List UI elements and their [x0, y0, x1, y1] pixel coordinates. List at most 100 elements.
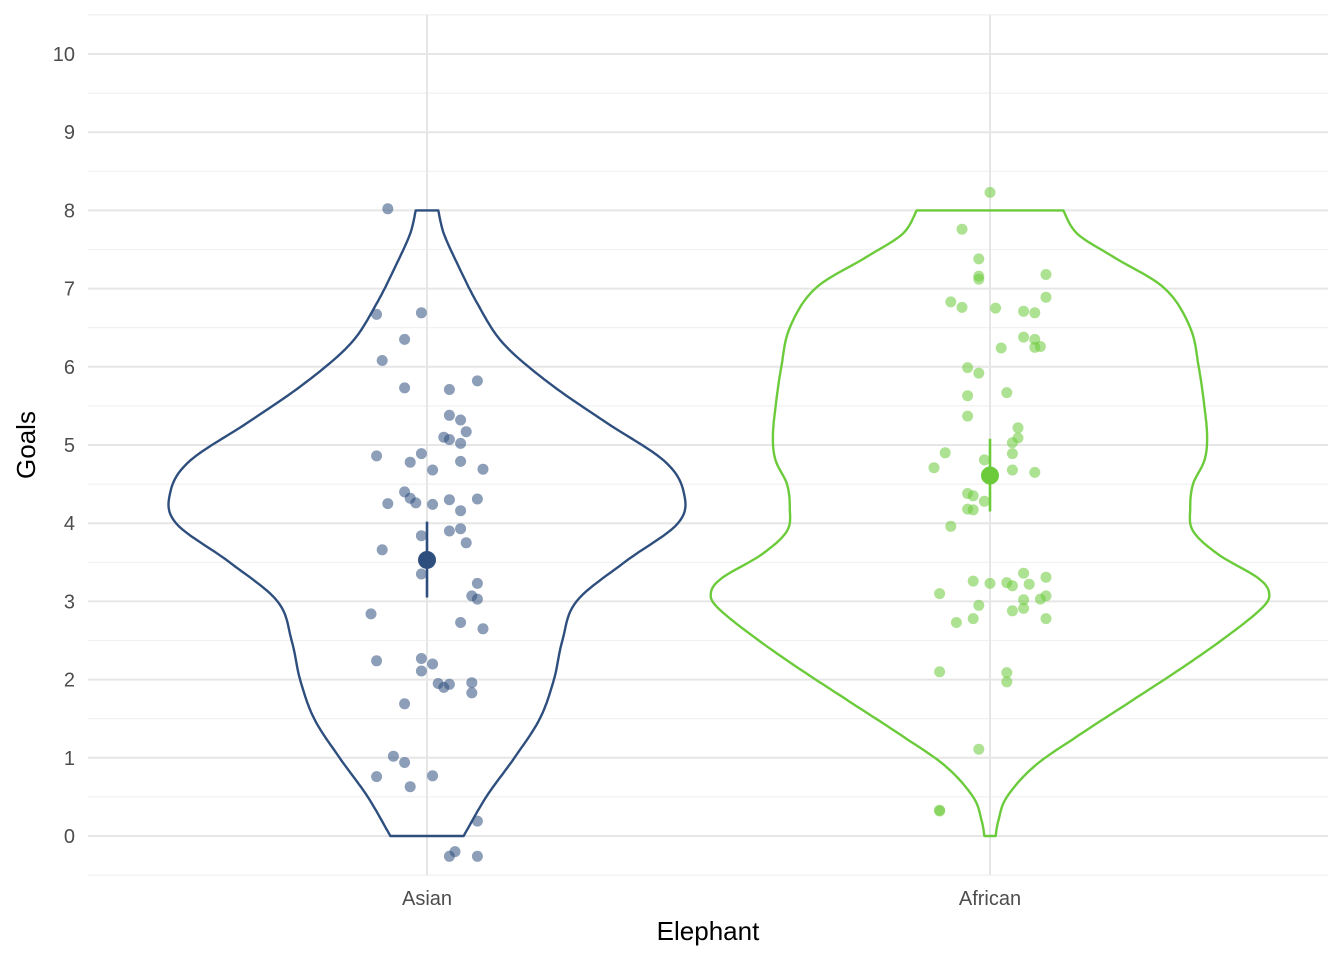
x-tick-label: African	[959, 888, 1021, 910]
data-point	[415, 653, 427, 664]
data-point	[1023, 578, 1035, 590]
data-point	[973, 367, 985, 379]
data-point	[956, 301, 968, 313]
data-point	[376, 355, 388, 366]
data-point	[471, 577, 483, 589]
y-tick-label: 5	[64, 435, 75, 457]
data-point	[1040, 590, 1052, 602]
data-point	[371, 308, 383, 320]
data-point	[962, 362, 974, 374]
data-point	[404, 456, 416, 468]
x-tick-labels: Asian African	[402, 888, 1021, 910]
data-point	[973, 599, 985, 611]
data-point	[460, 426, 472, 438]
data-point	[427, 498, 439, 510]
data-point	[1040, 269, 1052, 280]
data-point	[477, 463, 489, 475]
data-point	[962, 410, 974, 422]
mean-point	[981, 466, 999, 485]
data-point	[455, 523, 467, 535]
data-point	[984, 577, 996, 589]
data-point	[1018, 305, 1030, 317]
jitter-points	[365, 186, 1052, 862]
data-point	[399, 382, 411, 394]
data-point	[990, 302, 1002, 314]
data-point	[443, 434, 455, 445]
data-point	[371, 655, 383, 667]
data-point	[928, 462, 940, 474]
data-point	[967, 490, 979, 502]
data-point	[455, 505, 467, 517]
data-point	[962, 503, 974, 515]
minor-gridlines	[88, 14, 1328, 876]
mean-point	[418, 550, 436, 569]
data-point	[471, 375, 483, 387]
data-point	[399, 698, 411, 710]
data-point	[1040, 291, 1052, 303]
data-point	[1029, 466, 1041, 478]
data-point	[1001, 667, 1013, 679]
data-point	[443, 678, 455, 690]
y-tick-label: 0	[64, 826, 75, 848]
violins	[167, 209, 1271, 838]
data-point	[471, 850, 483, 862]
data-point	[984, 186, 996, 198]
data-point	[1012, 422, 1024, 434]
data-point	[455, 455, 467, 467]
data-point	[973, 253, 985, 265]
data-point	[973, 273, 985, 285]
data-point	[410, 497, 422, 509]
data-point	[967, 613, 979, 625]
data-point	[415, 568, 427, 580]
data-point	[466, 677, 478, 689]
data-point	[471, 493, 483, 505]
data-point	[1034, 341, 1046, 352]
data-point	[934, 666, 946, 678]
data-point	[443, 850, 455, 862]
data-point	[382, 203, 394, 215]
data-point	[950, 617, 962, 628]
data-point	[934, 804, 946, 816]
data-point	[376, 544, 388, 556]
data-point	[1006, 437, 1018, 449]
data-point	[399, 333, 411, 345]
data-point	[455, 437, 467, 449]
data-point	[471, 593, 483, 605]
y-tick-label: 6	[64, 357, 75, 379]
y-tick-labels: 0 1 2 3 4 5 6 7 8 9 10	[53, 44, 75, 848]
data-point	[415, 307, 427, 319]
y-tick-label: 8	[64, 200, 75, 222]
data-point	[471, 815, 483, 827]
data-point	[455, 414, 467, 426]
y-tick-label: 9	[64, 122, 75, 144]
data-point	[371, 450, 383, 462]
data-point	[978, 495, 990, 507]
data-point	[443, 409, 455, 421]
data-point	[967, 575, 979, 587]
data-point	[466, 687, 478, 699]
data-point	[1018, 602, 1030, 614]
data-point	[460, 537, 472, 549]
y-tick-label: 3	[64, 591, 75, 613]
x-axis-title: Elephant	[657, 916, 760, 946]
data-point	[387, 750, 399, 762]
data-point	[427, 658, 439, 670]
y-tick-label: 2	[64, 670, 75, 692]
data-point	[399, 757, 411, 768]
data-point	[1006, 464, 1018, 476]
data-point	[1040, 613, 1052, 625]
data-point	[415, 530, 427, 542]
data-point	[427, 770, 439, 782]
data-point	[382, 498, 394, 510]
data-point	[1018, 331, 1030, 343]
data-point	[1006, 580, 1018, 592]
data-point	[978, 454, 990, 466]
y-axis-title: Goals	[11, 411, 41, 479]
data-point	[956, 223, 968, 235]
data-point	[962, 390, 974, 402]
data-point	[945, 296, 957, 308]
data-point	[415, 448, 427, 460]
major-gridlines	[88, 15, 1328, 875]
data-point	[939, 447, 951, 459]
data-point	[973, 743, 985, 755]
